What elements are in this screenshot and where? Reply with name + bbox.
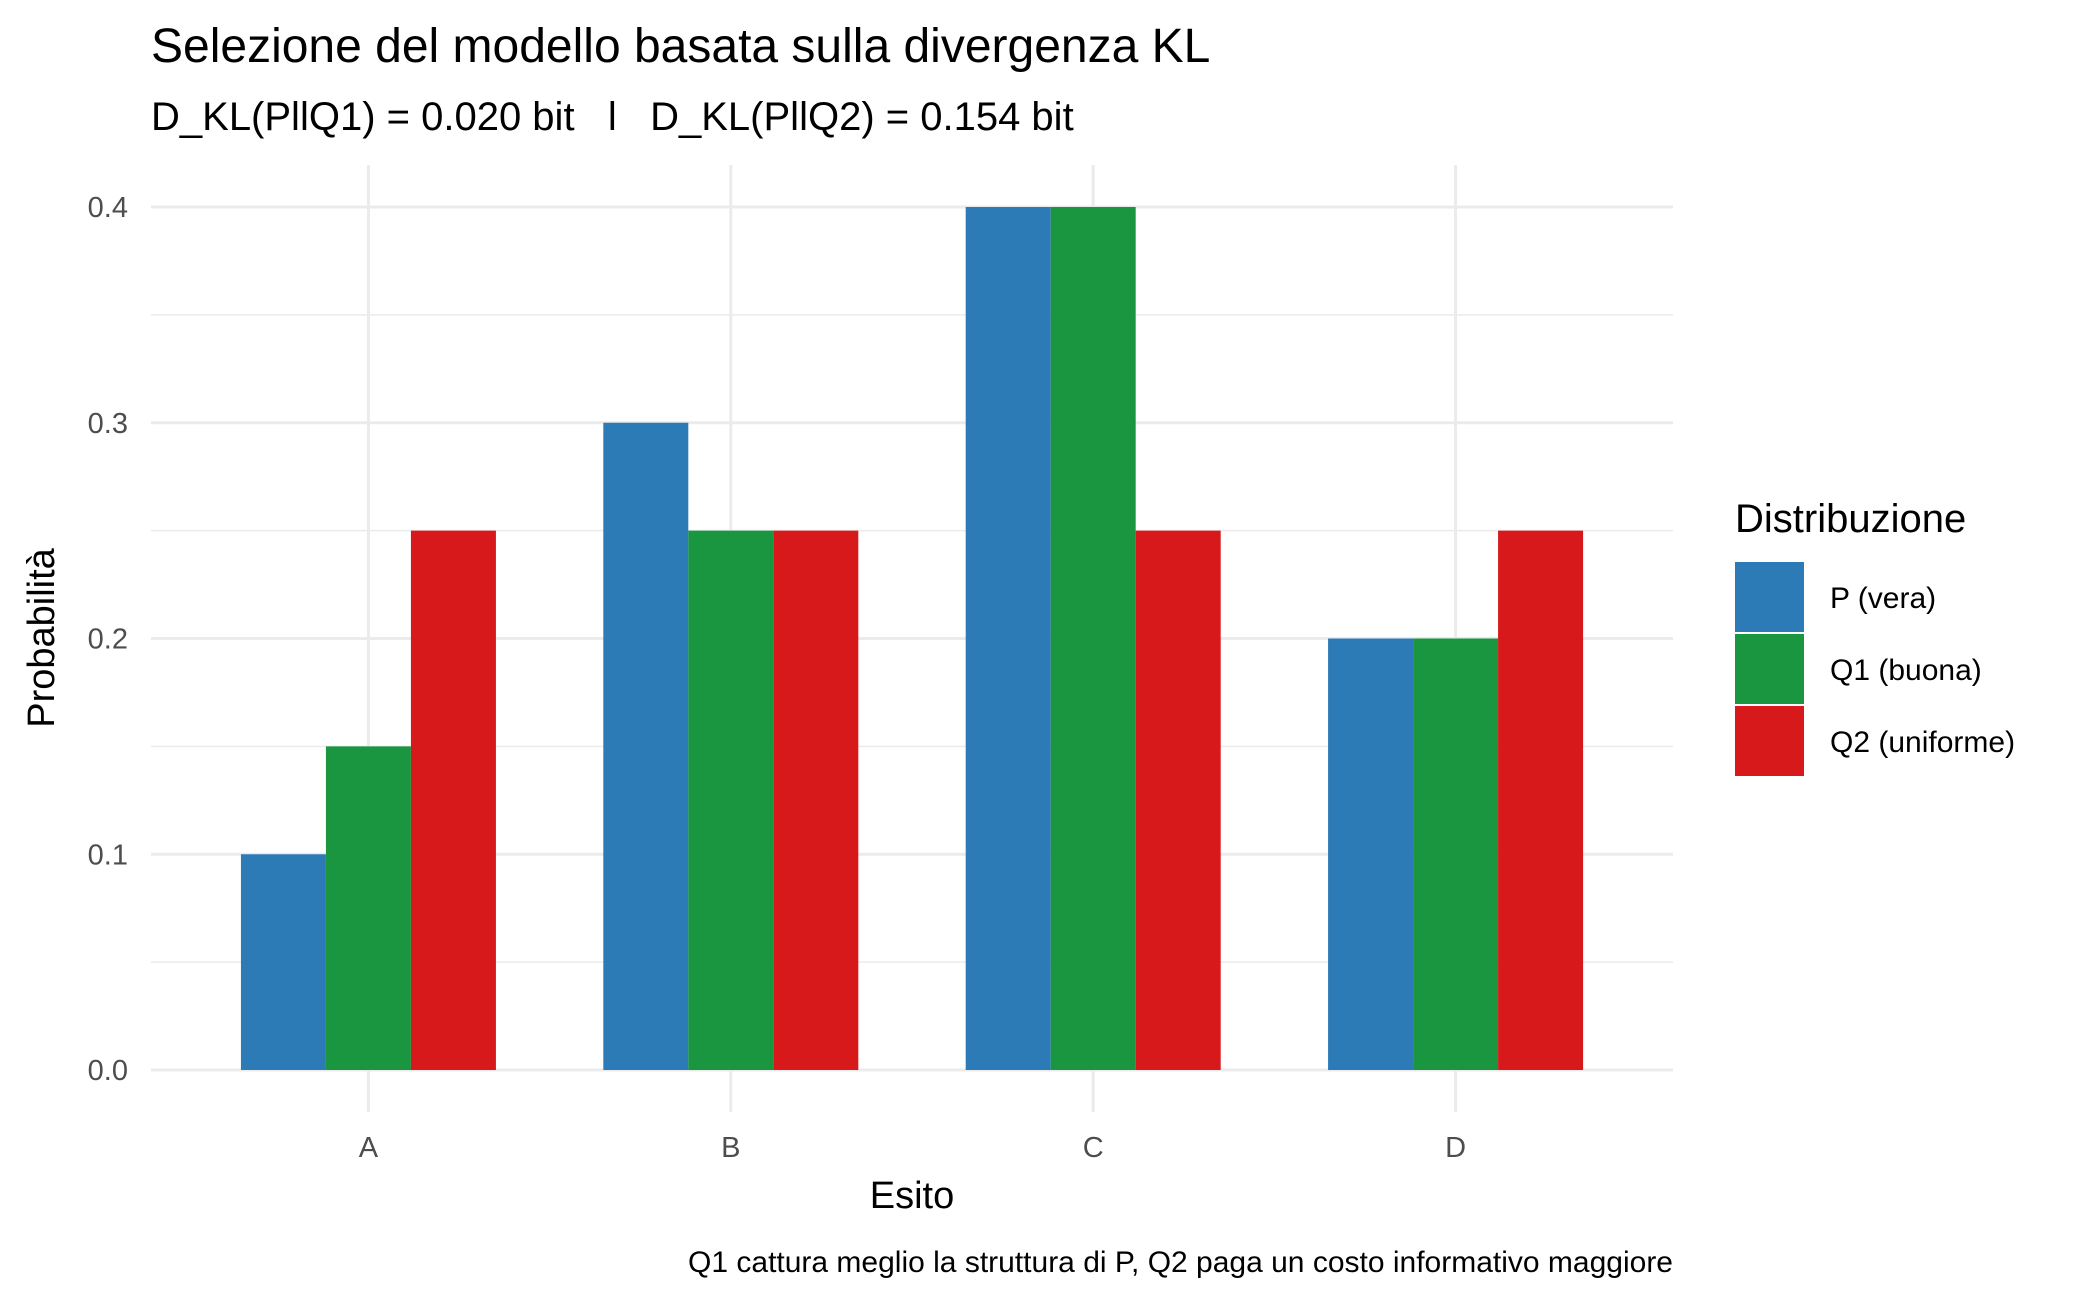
x-tick-label: B	[721, 1132, 740, 1164]
legend-label: P (vera)	[1830, 582, 1936, 615]
y-tick-label: 0.4	[88, 192, 128, 224]
bar-B-0	[603, 422, 689, 1070]
legend-label: Q2 (uniforme)	[1830, 726, 2015, 759]
bar-C-0	[965, 207, 1051, 1070]
bar-A-1	[325, 746, 411, 1070]
x-axis-ticks: A B C D	[359, 1132, 1466, 1164]
bar-C-2	[1135, 530, 1221, 1070]
legend-swatch	[1735, 562, 1804, 632]
y-axis-ticks: 0.0 0.1 0.2 0.3 0.4	[88, 192, 128, 1087]
bar-D-1	[1413, 638, 1499, 1070]
legend: Distribuzione P (vera) Q1 (buona) Q2 (unif…	[1735, 497, 2015, 776]
legend-swatch	[1735, 634, 1804, 704]
x-tick-label: C	[1083, 1132, 1104, 1164]
chart-title: Selezione del modello basata sulla diver…	[151, 20, 1210, 73]
x-tick-label: D	[1445, 1132, 1466, 1164]
bar-B-2	[773, 530, 859, 1070]
y-axis-title: Probabilità	[21, 547, 63, 727]
bar-B-1	[688, 530, 774, 1070]
bar-D-2	[1498, 530, 1584, 1070]
legend-title: Distribuzione	[1735, 497, 1966, 541]
chart-caption: Q1 cattura meglio la struttura di P, Q2 …	[688, 1246, 1673, 1279]
bar-A-2	[410, 530, 496, 1070]
bars	[240, 207, 1584, 1070]
bar-C-1	[1050, 207, 1136, 1070]
y-tick-label: 0.1	[88, 839, 128, 871]
bar-D-0	[1328, 638, 1414, 1070]
y-tick-label: 0.3	[88, 408, 128, 440]
y-tick-label: 0.2	[88, 624, 128, 656]
x-axis-title: Esito	[870, 1175, 954, 1217]
legend-swatch	[1735, 706, 1804, 776]
chart-subtitle: D_KL(PllQ1) = 0.020 bit l D_KL(PllQ2) = …	[151, 95, 1074, 139]
x-tick-label: A	[359, 1132, 379, 1164]
y-tick-label: 0.0	[88, 1055, 128, 1087]
bar-A-0	[240, 854, 326, 1070]
legend-label: Q1 (buona)	[1830, 654, 1982, 687]
